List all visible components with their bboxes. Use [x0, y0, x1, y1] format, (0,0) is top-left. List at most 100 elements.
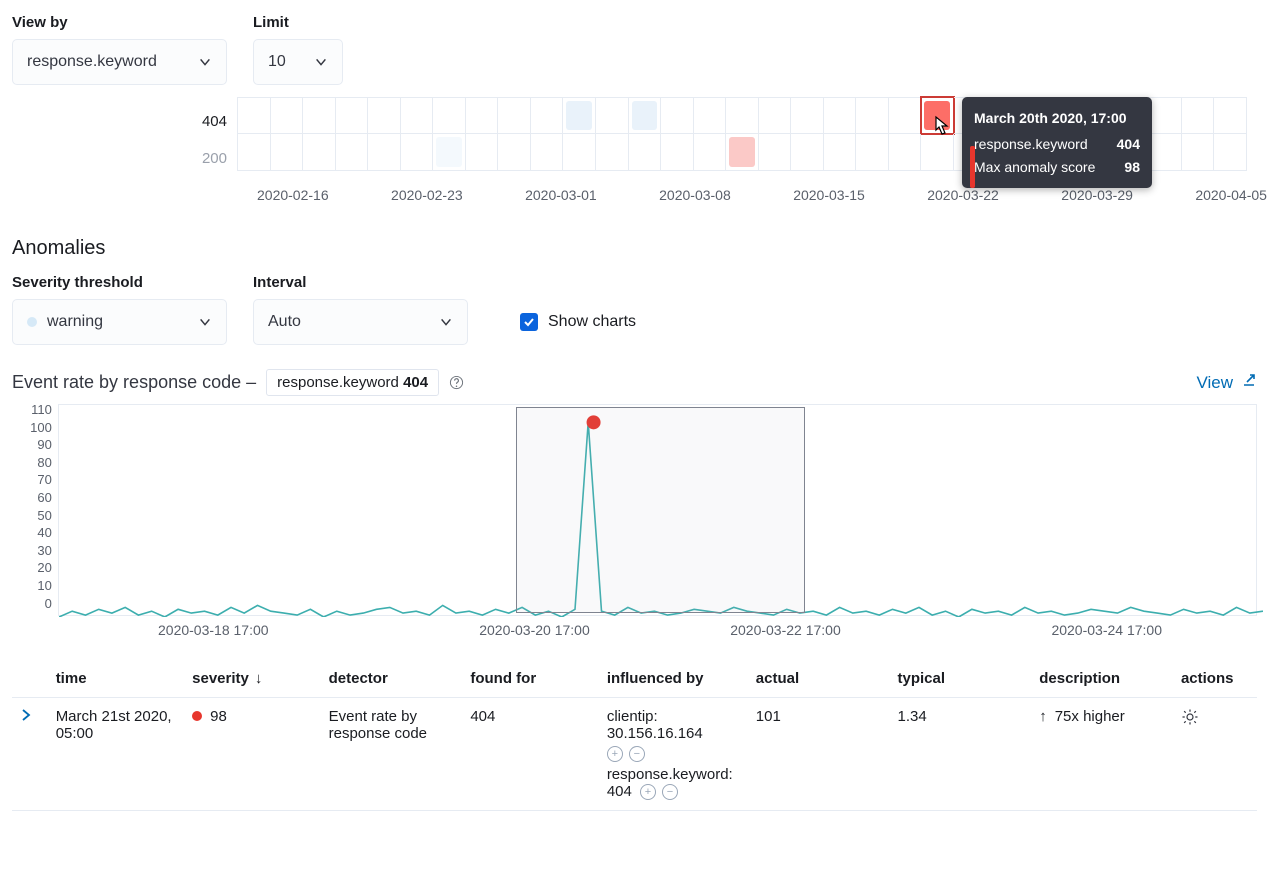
view-by-select[interactable]: response.keyword [12, 39, 227, 85]
popout-icon [1241, 372, 1257, 393]
severity-select[interactable]: warning [12, 299, 227, 345]
chevron-down-icon [314, 55, 328, 69]
swimlane-cell[interactable] [726, 134, 759, 171]
swimlane-cell[interactable] [368, 134, 401, 171]
swimlane-cell[interactable] [694, 97, 727, 134]
chart-y-axis: 1101009080706050403020100 [12, 404, 58, 616]
swimlane-cell[interactable] [1149, 134, 1182, 171]
swimlane-cell[interactable] [1182, 134, 1215, 171]
interval-label: Interval [253, 274, 468, 291]
swimlane-cell[interactable] [889, 134, 922, 171]
cell-typical: 1.34 [890, 698, 1032, 811]
swimlane-cell[interactable] [498, 97, 531, 134]
swimlane-cell[interactable] [466, 97, 499, 134]
swimlane-cell[interactable] [563, 97, 596, 134]
anomalies-table: time severity↓ detector found for influe… [12, 660, 1257, 811]
swimlane-cell[interactable] [271, 97, 304, 134]
chevron-down-icon [439, 315, 453, 329]
swimlane-cell[interactable] [433, 134, 466, 171]
col-severity[interactable]: severity↓ [184, 660, 320, 698]
swimlane-cell[interactable] [303, 97, 336, 134]
severity-value: warning [47, 313, 103, 331]
swimlane-cell[interactable] [563, 134, 596, 171]
col-actions[interactable]: actions [1173, 660, 1257, 698]
col-detector[interactable]: detector [321, 660, 463, 698]
swimlane-cell[interactable] [824, 134, 857, 171]
sort-desc-icon: ↓ [255, 670, 263, 687]
col-found-for[interactable]: found for [462, 660, 598, 698]
limit-select[interactable]: 10 [253, 39, 343, 85]
swimlane-cell[interactable] [629, 134, 662, 171]
cell-time: March 21st 2020, 05:00 [48, 698, 184, 811]
swimlane-cell[interactable] [1182, 97, 1215, 134]
swimlane-cell[interactable] [401, 134, 434, 171]
checkbox-checked-icon [520, 313, 538, 331]
swimlane-cell[interactable] [759, 97, 792, 134]
tooltip-header: March 20th 2020, 17:00 [974, 107, 1140, 129]
interval-value: Auto [268, 313, 301, 331]
arrow-up-icon: ↑ [1039, 708, 1047, 725]
pointer-cursor-icon [933, 115, 951, 142]
swimlane-cell[interactable] [303, 134, 336, 171]
swimlane-cell[interactable] [791, 134, 824, 171]
filter-in-icon[interactable]: + [640, 784, 656, 800]
swimlane-cell[interactable] [401, 97, 434, 134]
filter-out-icon[interactable]: − [662, 784, 678, 800]
swimlane-cell[interactable] [531, 134, 564, 171]
swimlane-cell[interactable] [433, 97, 466, 134]
swimlane-cell[interactable] [856, 97, 889, 134]
view-link[interactable]: View [1196, 372, 1257, 393]
chart-split-tag[interactable]: response.keyword 404 [266, 369, 439, 396]
chevron-down-icon [198, 55, 212, 69]
gear-icon[interactable] [1181, 713, 1199, 730]
col-typical[interactable]: typical [890, 660, 1032, 698]
swimlane-cell[interactable] [336, 134, 369, 171]
swimlane-cell[interactable] [498, 134, 531, 171]
swimlane-cell[interactable] [237, 134, 271, 171]
filter-in-icon[interactable]: + [607, 746, 623, 762]
swimlane-cell[interactable] [726, 97, 759, 134]
swimlane-cell[interactable] [889, 97, 922, 134]
swimlane-cell[interactable] [824, 97, 857, 134]
cell-description: ↑75x higher [1031, 698, 1173, 811]
swimlane-cell[interactable] [694, 134, 727, 171]
help-icon[interactable] [449, 375, 464, 390]
anomalies-heading: Anomalies [12, 237, 1257, 260]
col-influenced[interactable]: influenced by [599, 660, 748, 698]
limit-label: Limit [253, 14, 343, 31]
swimlane-cell[interactable] [629, 97, 662, 134]
col-description[interactable]: description [1031, 660, 1173, 698]
show-charts-checkbox[interactable]: Show charts [520, 299, 636, 345]
swimlane-cell[interactable] [661, 97, 694, 134]
expand-row-icon[interactable] [20, 708, 32, 725]
swimlane-cell[interactable] [759, 134, 792, 171]
cell-actual: 101 [748, 698, 890, 811]
cell-influenced: clientip: 30.156.16.164 + − response.key… [599, 698, 748, 811]
swimlane-cell[interactable] [661, 134, 694, 171]
swimlane-tooltip: March 20th 2020, 17:00 response.keyword4… [962, 97, 1152, 188]
chart-plot[interactable] [58, 404, 1257, 616]
chart-brush[interactable] [516, 407, 805, 613]
swimlane-cell[interactable] [1214, 97, 1247, 134]
swimlane-cell[interactable] [1214, 134, 1247, 171]
swimlane-cell[interactable] [466, 134, 499, 171]
swimlane-cell[interactable] [368, 97, 401, 134]
swimlane-cell[interactable] [336, 97, 369, 134]
filter-out-icon[interactable]: − [629, 746, 645, 762]
col-time[interactable]: time [48, 660, 184, 698]
swimlane-cell[interactable] [856, 134, 889, 171]
swimlane-grid[interactable]: March 20th 2020, 17:00 response.keyword4… [237, 97, 1247, 177]
swimlane-cell[interactable] [531, 97, 564, 134]
swimlane-cell[interactable] [596, 134, 629, 171]
view-by-value: response.keyword [27, 53, 157, 71]
swimlane-cell[interactable] [271, 134, 304, 171]
swimlane-cell[interactable] [1149, 97, 1182, 134]
view-by-label: View by [12, 14, 227, 31]
interval-select[interactable]: Auto [253, 299, 468, 345]
swimlane-cell[interactable] [596, 97, 629, 134]
cell-found-for: 404 [462, 698, 598, 811]
swimlane-cell[interactable] [791, 97, 824, 134]
chart-x-ticks: 2020-03-18 17:002020-03-20 17:002020-03-… [58, 616, 1262, 638]
swimlane-cell[interactable] [237, 97, 271, 134]
col-actual[interactable]: actual [748, 660, 890, 698]
